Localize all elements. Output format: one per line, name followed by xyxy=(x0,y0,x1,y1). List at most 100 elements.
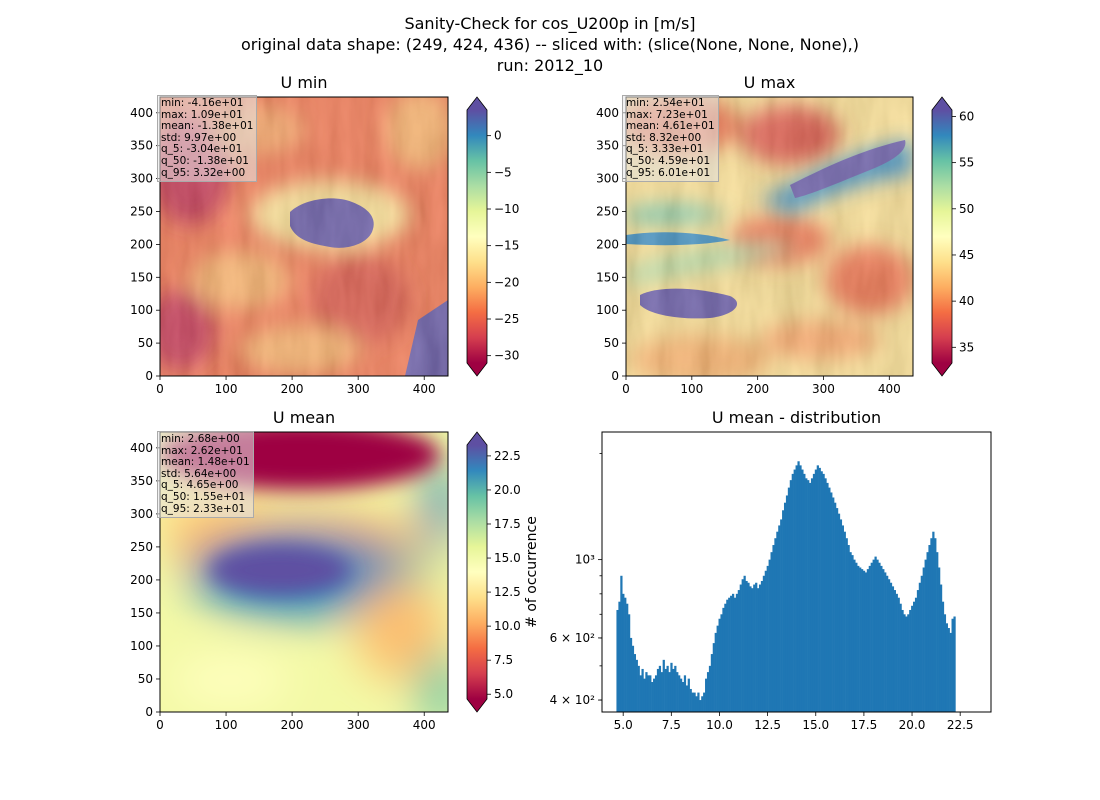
hist-bar xyxy=(943,614,947,712)
hist-bar xyxy=(695,696,698,712)
hist-bar xyxy=(714,632,717,712)
hist-bar xyxy=(895,593,898,712)
hist-bar xyxy=(814,469,818,712)
hist-bar xyxy=(847,545,850,712)
umax-axes-frame xyxy=(625,96,914,377)
hist-bar xyxy=(722,607,725,712)
hist-bar xyxy=(803,473,806,712)
hist-bar xyxy=(683,675,687,712)
hist-bar xyxy=(639,675,642,712)
umin-ytick-label: 200 xyxy=(130,237,153,251)
umean-ytick-label: 250 xyxy=(130,540,153,554)
hist-bar xyxy=(724,603,727,712)
umax-stat-std: std: 8.32e+00 xyxy=(626,131,702,144)
hist-bar xyxy=(835,508,839,712)
hist-bar xyxy=(899,603,902,712)
hist-xtick-label: 5.0 xyxy=(614,718,633,732)
hist-bar xyxy=(907,614,910,712)
umin-stat-max: max: 1.09e+01 xyxy=(161,108,243,121)
umax-ytick-label: 350 xyxy=(596,139,619,153)
umax-ytick-label: 250 xyxy=(596,204,619,218)
hist-bar xyxy=(934,538,937,712)
hist-bar xyxy=(926,552,929,712)
hist-bar xyxy=(893,590,896,712)
umax-ytick-label: 400 xyxy=(596,106,619,120)
hist-bar xyxy=(658,665,662,712)
umin-ytick-label: 350 xyxy=(130,139,153,153)
hist-bar xyxy=(785,495,789,712)
hist-bar xyxy=(826,482,829,712)
hist-bar xyxy=(753,584,756,712)
umin-colorbar-tick-label: −30 xyxy=(494,349,519,363)
umax-ytick-label: 0 xyxy=(611,369,619,383)
hist-bar xyxy=(914,597,918,712)
hist-bar xyxy=(837,513,841,712)
hist-axes-frame xyxy=(601,431,992,713)
hist-bar xyxy=(812,473,816,712)
hist-bar xyxy=(770,552,773,712)
hist-bar xyxy=(936,552,939,712)
hist-bar xyxy=(622,593,625,712)
umean-colorbar-tick-label: 5.0 xyxy=(494,687,513,701)
hist-bar xyxy=(768,559,771,712)
hist-bar xyxy=(791,473,794,712)
hist-bar xyxy=(668,672,671,712)
umin-xtick-label: 300 xyxy=(347,382,370,396)
umax-colorbar-tick-label: 55 xyxy=(959,156,974,170)
hist-bar xyxy=(809,482,812,712)
hist-bar xyxy=(897,597,900,712)
hist-bar xyxy=(716,625,719,712)
umax-ytick-label: 50 xyxy=(604,336,619,350)
hist-bar xyxy=(939,584,943,712)
hist-bar xyxy=(816,465,819,712)
hist-ytick-label: 10³ xyxy=(575,553,595,567)
hist-bar xyxy=(805,478,808,712)
umax-colorbar-tick-label: 45 xyxy=(959,248,974,262)
hist-bar xyxy=(647,675,650,712)
umax-xtick-label: 100 xyxy=(680,382,703,396)
umin-stat-mean: mean: -1.38e+01 xyxy=(161,120,254,133)
umin-heatmap xyxy=(160,97,448,376)
hist-bar xyxy=(839,519,843,712)
hist-ylabel: # of occurrence xyxy=(524,516,540,628)
hist-bar xyxy=(928,545,931,712)
hist-bar xyxy=(920,575,923,712)
umin-stat-min: min: -4.16e+01 xyxy=(161,97,244,109)
umax-xtick-label: 300 xyxy=(812,382,835,396)
umax-stat-min: min: 2.54e+01 xyxy=(626,97,705,109)
hist-bar xyxy=(851,555,854,712)
umin-stat-q50: q_50: -1.38e+01 xyxy=(161,154,249,167)
hist-bar xyxy=(629,637,633,712)
umax-stat-q50: q_50: 4.59e+01 xyxy=(626,154,711,167)
hist-bar xyxy=(751,588,754,712)
hist-bar xyxy=(876,559,879,712)
umean-colorbar-tick-label: 12.5 xyxy=(494,585,521,599)
umean-stats-box: min: 2.68e+00 max: 2.62e+01 mean: 1.48e+… xyxy=(157,431,254,519)
umax-colorbar-tick-label: 60 xyxy=(959,109,974,123)
hist-bar xyxy=(874,556,877,712)
hist-bar xyxy=(662,659,665,712)
umean-colorbar-tick-label: 20.0 xyxy=(494,483,521,497)
hist-bar xyxy=(882,569,885,712)
hist-bar xyxy=(849,552,852,712)
hist-bar xyxy=(828,487,831,712)
umin-stats-box: min: -4.16e+01 max: 1.09e+01 mean: -1.38… xyxy=(157,95,258,183)
hist-bar xyxy=(801,469,804,712)
hist-bar xyxy=(913,601,916,712)
umin-colorbar xyxy=(466,96,488,377)
hist-bar xyxy=(718,618,721,712)
hist-bar xyxy=(708,665,712,712)
hist-bar xyxy=(945,623,948,712)
hist-bar xyxy=(918,582,922,712)
hist-bar xyxy=(745,580,748,712)
umin-xtick-label: 0 xyxy=(156,382,164,396)
umax-xtick-label: 200 xyxy=(746,382,769,396)
hist-bar xyxy=(782,510,785,712)
hist-bar xyxy=(780,519,783,712)
hist-bar xyxy=(693,692,696,712)
umin-ytick-label: 300 xyxy=(130,172,153,186)
umax-ytick-label: 300 xyxy=(596,172,619,186)
hist-bar xyxy=(845,538,848,712)
umax-stat-mean: mean: 4.61e+01 xyxy=(626,120,715,133)
